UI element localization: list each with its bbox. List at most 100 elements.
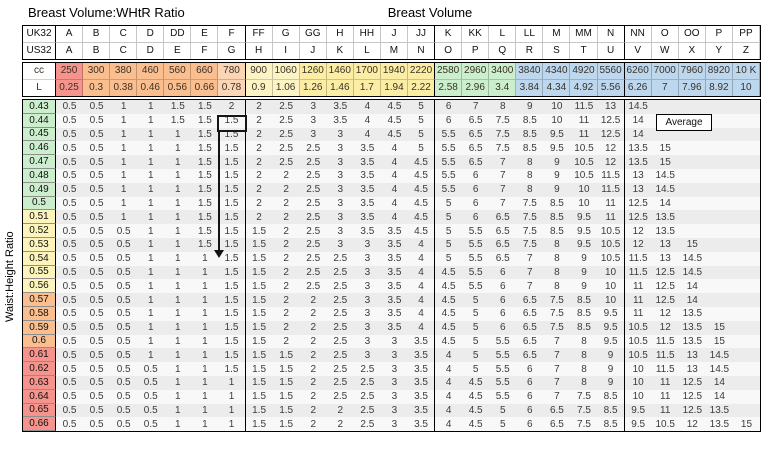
cup-size-value-cell[interactable]: 1 (164, 389, 192, 404)
cup-size-value-cell[interactable]: 1 (137, 182, 165, 197)
cup-size-value-cell[interactable]: 4.5 (462, 389, 490, 404)
cup-size-value-cell[interactable]: 1 (164, 417, 192, 432)
cup-size-value-cell[interactable]: 12 (624, 237, 652, 252)
cup-size-value-cell[interactable]: 1 (110, 141, 138, 156)
cup-size-value-cell[interactable]: 8.5 (570, 320, 598, 335)
cup-size-value-cell[interactable]: 6.5 (543, 417, 571, 432)
cup-size-value-cell[interactable]: 3 (326, 196, 354, 211)
whtr-ratio-cell[interactable]: 0.45 (23, 127, 56, 142)
uk32-size-cell[interactable]: LL (516, 26, 544, 43)
cup-size-value-cell[interactable]: 10.5 (624, 334, 652, 349)
cup-size-value-cell[interactable]: 1 (110, 196, 138, 211)
litre-volume-cell[interactable]: 0.38 (110, 79, 138, 96)
cc-volume-cell[interactable]: 1460 (326, 63, 354, 80)
cup-size-value-cell[interactable] (651, 100, 679, 114)
cup-size-value-cell[interactable]: 9 (516, 100, 544, 114)
cup-size-value-cell[interactable]: 0.5 (83, 210, 111, 225)
cup-size-value-cell[interactable]: 1 (191, 251, 219, 266)
uk32-size-cell[interactable]: A (56, 26, 84, 43)
cup-size-value-cell[interactable]: 7.5 (516, 237, 544, 252)
cup-size-value-cell[interactable]: 0.5 (56, 182, 84, 197)
whtr-ratio-cell[interactable]: 0.54 (23, 251, 56, 266)
cup-size-value-cell[interactable]: 1 (191, 279, 219, 294)
cup-size-value-cell[interactable]: 2 (272, 182, 300, 197)
cup-size-value-cell[interactable]: 4 (408, 237, 436, 252)
cup-size-value-cell[interactable] (732, 251, 760, 266)
cup-size-value-cell[interactable] (732, 100, 760, 114)
whtr-ratio-cell[interactable]: 0.55 (23, 265, 56, 280)
cup-size-value-cell[interactable]: 13.5 (678, 306, 706, 321)
cup-size-value-cell[interactable]: 5.5 (462, 224, 490, 238)
uk32-size-cell[interactable]: G (272, 26, 300, 43)
cup-size-value-cell[interactable]: 8.5 (597, 417, 625, 432)
us32-size-cell[interactable]: T (570, 42, 598, 59)
cup-size-value-cell[interactable]: 12 (597, 141, 625, 156)
litre-volume-cell[interactable]: 10 (732, 79, 760, 96)
cup-size-value-cell[interactable]: 14.5 (678, 251, 706, 266)
cup-size-value-cell[interactable]: 2 (245, 155, 273, 169)
cup-size-value-cell[interactable]: 8 (570, 348, 598, 363)
litre-volume-cell[interactable]: 5.56 (597, 79, 625, 96)
cup-size-value-cell[interactable]: 2 (245, 196, 273, 211)
us32-size-cell[interactable]: R (516, 42, 544, 59)
cup-size-value-cell[interactable]: 5 (435, 237, 463, 252)
cup-size-value-cell[interactable]: 0.5 (56, 334, 84, 349)
cup-size-value-cell[interactable]: 0.5 (83, 265, 111, 280)
cup-size-value-cell[interactable]: 6 (489, 279, 517, 294)
cup-size-value-cell[interactable]: 2.5 (299, 224, 327, 238)
cup-size-value-cell[interactable]: 12.5 (651, 265, 679, 280)
cup-size-value-cell[interactable]: 12.5 (678, 389, 706, 404)
cup-size-value-cell[interactable] (678, 100, 706, 114)
cup-size-value-cell[interactable]: 1 (164, 127, 192, 142)
uk32-size-cell[interactable]: MM (570, 26, 598, 43)
cup-size-value-cell[interactable]: 3 (299, 113, 327, 128)
cup-size-value-cell[interactable]: 0.5 (56, 196, 84, 211)
cup-size-value-cell[interactable]: 1.5 (218, 279, 246, 294)
cup-size-value-cell[interactable]: 2 (272, 224, 300, 238)
uk32-size-cell[interactable]: L (489, 26, 517, 43)
uk32-size-cell[interactable]: P (705, 26, 733, 43)
cup-size-value-cell[interactable]: 4 (408, 279, 436, 294)
cup-size-value-cell[interactable]: 4.5 (408, 210, 436, 225)
cup-size-value-cell[interactable] (705, 141, 733, 156)
cup-size-value-cell[interactable]: 0.5 (110, 403, 138, 418)
cup-size-value-cell[interactable]: 0.5 (137, 417, 165, 432)
cup-size-value-cell[interactable]: 5 (462, 362, 490, 376)
cup-size-value-cell[interactable]: 3 (299, 100, 327, 114)
cup-size-value-cell[interactable]: 1.5 (245, 417, 273, 432)
whtr-ratio-cell[interactable]: 0.51 (23, 210, 56, 225)
cup-size-value-cell[interactable]: 8 (570, 334, 598, 349)
cup-size-value-cell[interactable]: 11 (624, 306, 652, 321)
cup-size-value-cell[interactable]: 3 (380, 348, 408, 363)
cup-size-value-cell[interactable]: 10 (624, 362, 652, 376)
cup-size-value-cell[interactable]: 2.5 (326, 375, 354, 390)
cup-size-value-cell[interactable]: 3.5 (353, 168, 381, 183)
cup-size-value-cell[interactable]: 2 (299, 403, 327, 418)
cup-size-value-cell[interactable]: 1.5 (218, 320, 246, 335)
cup-size-value-cell[interactable]: 0.5 (56, 251, 84, 266)
cup-size-value-cell[interactable]: 5.5 (462, 279, 490, 294)
cup-size-value-cell[interactable]: 7 (516, 251, 544, 266)
uk32-size-cell[interactable]: OO (678, 26, 706, 43)
cup-size-value-cell[interactable]: 2 (272, 251, 300, 266)
cup-size-value-cell[interactable]: 4 (408, 251, 436, 266)
cup-size-value-cell[interactable]: 4.5 (435, 265, 463, 280)
cup-size-value-cell[interactable]: 1 (191, 320, 219, 335)
cup-size-value-cell[interactable]: 7.5 (516, 224, 544, 238)
cup-size-value-cell[interactable]: 1.5 (245, 375, 273, 390)
cup-size-value-cell[interactable]: 0.5 (137, 403, 165, 418)
cup-size-value-cell[interactable]: 5.5 (489, 334, 517, 349)
cup-size-value-cell[interactable] (732, 306, 760, 321)
cup-size-value-cell[interactable]: 2 (218, 100, 246, 114)
cup-size-value-cell[interactable]: 6.5 (516, 348, 544, 363)
cup-size-value-cell[interactable]: 3.5 (380, 306, 408, 321)
uk32-size-cell[interactable]: NN (624, 26, 652, 43)
litre-volume-cell[interactable]: 2.58 (435, 79, 463, 96)
uk32-size-cell[interactable]: D (137, 26, 165, 43)
cc-volume-cell[interactable]: 3400 (489, 63, 517, 80)
cup-size-value-cell[interactable]: 10.5 (624, 320, 652, 335)
litre-volume-cell[interactable]: 3.84 (516, 79, 544, 96)
uk32-size-cell[interactable]: J (380, 26, 408, 43)
cup-size-value-cell[interactable]: 0.5 (83, 168, 111, 183)
cup-size-value-cell[interactable]: 1.5 (164, 113, 192, 128)
